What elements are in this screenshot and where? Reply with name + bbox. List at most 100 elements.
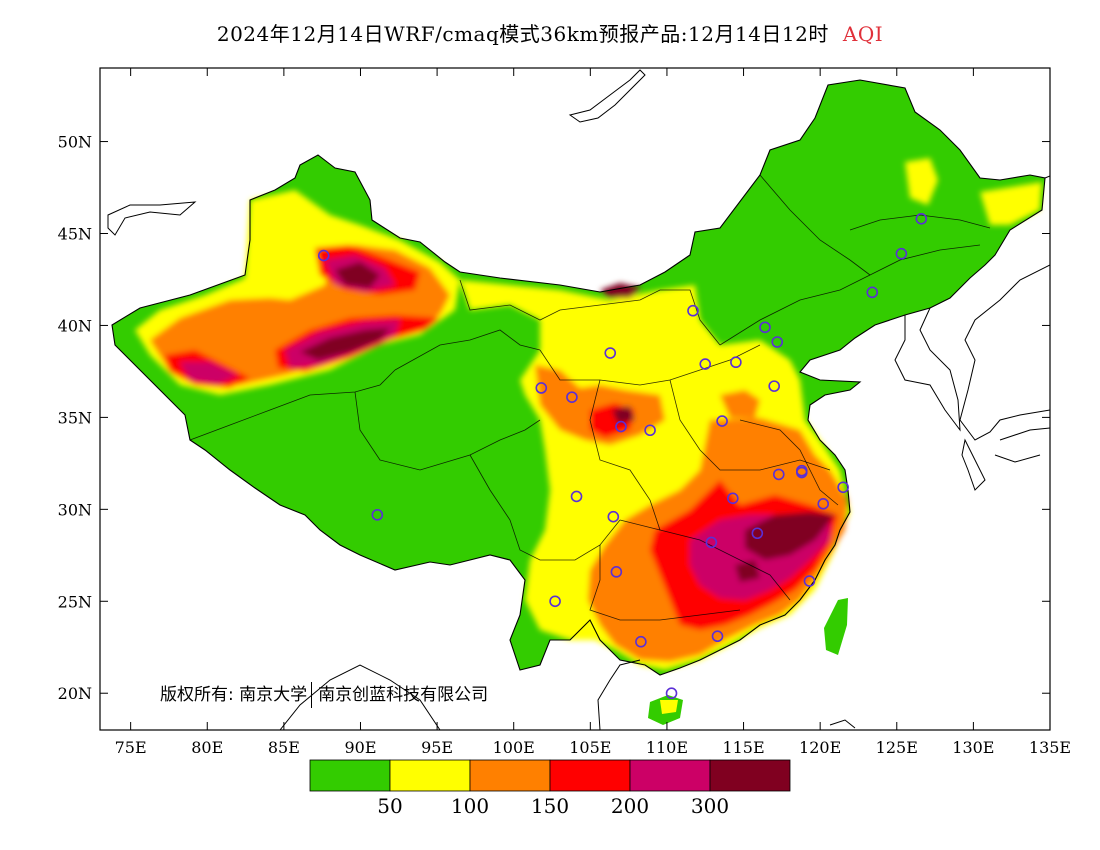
korea-coast <box>894 307 961 432</box>
boundary-southwest <box>589 545 741 621</box>
lat-label: 25N <box>58 592 92 611</box>
shikoku-coast <box>994 427 1050 463</box>
city-marker <box>665 687 678 700</box>
aqi-band-magenta-kashgar <box>180 362 238 384</box>
city-marker <box>716 415 728 427</box>
city-marker <box>759 321 771 334</box>
lon-label: 100E <box>493 738 535 757</box>
china-border <box>111 79 1046 676</box>
boundary-heilongjiang <box>849 214 991 231</box>
lat-label: 20N <box>58 684 92 703</box>
legend-label: 150 <box>531 794 569 818</box>
city-marker <box>817 498 830 510</box>
city-marker <box>866 286 879 299</box>
map-title: 2024年12月14日WRF/cmaq模式36km预报产品:12月14日12时 A… <box>0 18 1100 47</box>
lat-label: 30N <box>58 500 92 519</box>
copyright-notice: 版权所有: 南京大学 南京创蓝科技有限公司 <box>160 680 488 708</box>
boundary-south <box>619 519 791 601</box>
city-marker <box>730 356 742 369</box>
aqi-band-maroon-dzungaria <box>335 262 380 288</box>
aqi-band-maroon-hunan <box>735 560 760 582</box>
aqi-legend: 50 100 150 200 300 <box>309 759 791 818</box>
city-marker <box>771 336 784 348</box>
boundary-tibet-xinjiang <box>189 369 396 441</box>
city-marker <box>751 527 764 540</box>
city-marker <box>615 420 627 433</box>
title-variable: AQI <box>842 22 884 46</box>
lake-baikal <box>568 69 646 123</box>
aqi-band-orange-north-china <box>720 390 760 418</box>
latitude-axis: 50N 45N 40N 35N 30N 25N 20N <box>58 133 1050 703</box>
legend-label: 50 <box>377 794 402 818</box>
legend-swatch <box>309 759 391 792</box>
boundary-xinjiang-gansu <box>394 329 541 371</box>
map-frame <box>99 67 1051 731</box>
copyright-org-company: 南京创蓝科技有限公司 <box>318 685 489 705</box>
city-markers <box>317 212 928 700</box>
city-marker <box>604 347 617 359</box>
city-marker <box>705 536 718 549</box>
legend-label: 200 <box>611 794 649 818</box>
aqi-band-maroon-tianshan <box>300 328 390 360</box>
city-marker <box>371 509 384 521</box>
city-marker <box>607 510 620 523</box>
lon-label: 105E <box>569 738 611 757</box>
boundary-northeast <box>719 244 981 346</box>
lon-label: 85E <box>268 738 300 757</box>
lon-label: 95E <box>421 738 453 757</box>
copyright-org-university: 南京大学 <box>239 685 308 705</box>
boundary-yangtze-east <box>739 419 839 506</box>
lon-label: 120E <box>799 738 841 757</box>
boundary-north-china <box>539 344 761 386</box>
city-marker <box>837 481 849 494</box>
lon-label: 125E <box>876 738 918 757</box>
city-marker <box>727 492 739 505</box>
legend-swatch <box>629 759 711 792</box>
city-marker <box>915 212 928 225</box>
city-marker <box>566 391 578 403</box>
lon-label: 75E <box>115 738 147 757</box>
city-marker <box>570 490 583 503</box>
philippine-coast <box>829 719 856 729</box>
lon-label: 135E <box>1029 738 1071 757</box>
aqi-band-orange-guanzhong <box>535 365 665 445</box>
city-marker <box>795 466 808 479</box>
city-marker <box>768 380 780 392</box>
aqi-band-yellow-northeast <box>980 182 1042 225</box>
boundary-inner-mongolia-east <box>759 174 871 276</box>
boundary-qinghai <box>354 391 541 471</box>
boundary-central <box>589 379 661 531</box>
lat-label: 45N <box>58 225 92 244</box>
boundary-inner-mongolia <box>459 279 721 346</box>
aqi-band-yellow-northeast-spot <box>905 158 938 205</box>
city-marker <box>803 575 816 587</box>
taiwan-island <box>824 598 848 655</box>
copyright-separator <box>311 682 313 708</box>
legend-label: 100 <box>451 794 489 818</box>
aqi-field <box>135 158 1042 670</box>
lat-label: 50N <box>58 133 92 152</box>
legend-swatch <box>709 759 791 792</box>
province-boundaries <box>189 174 991 621</box>
lat-label: 40N <box>58 316 92 335</box>
kyushu-coast <box>961 438 986 491</box>
city-marker <box>549 595 561 608</box>
boundary-east <box>669 379 831 471</box>
lon-label: 90E <box>344 738 376 757</box>
map-area <box>107 69 1050 730</box>
city-marker <box>610 566 623 578</box>
lon-label: 130E <box>952 738 994 757</box>
city-marker <box>772 468 785 481</box>
lon-label: 115E <box>722 738 764 757</box>
longitude-axis: 75E 80E 85E 90E 95E 100E 105E 110E 115E 120E 125E 1… <box>115 68 1071 757</box>
city-marker <box>535 382 548 394</box>
lon-label: 80E <box>191 738 223 757</box>
legend-label: 300 <box>691 794 729 818</box>
city-marker <box>699 358 712 370</box>
aqi-band-maroon-yangtze <box>745 512 835 560</box>
city-marker <box>635 635 647 648</box>
lat-label: 35N <box>58 408 92 427</box>
boundary-sichuan <box>469 454 621 561</box>
legend-swatch <box>389 759 471 792</box>
